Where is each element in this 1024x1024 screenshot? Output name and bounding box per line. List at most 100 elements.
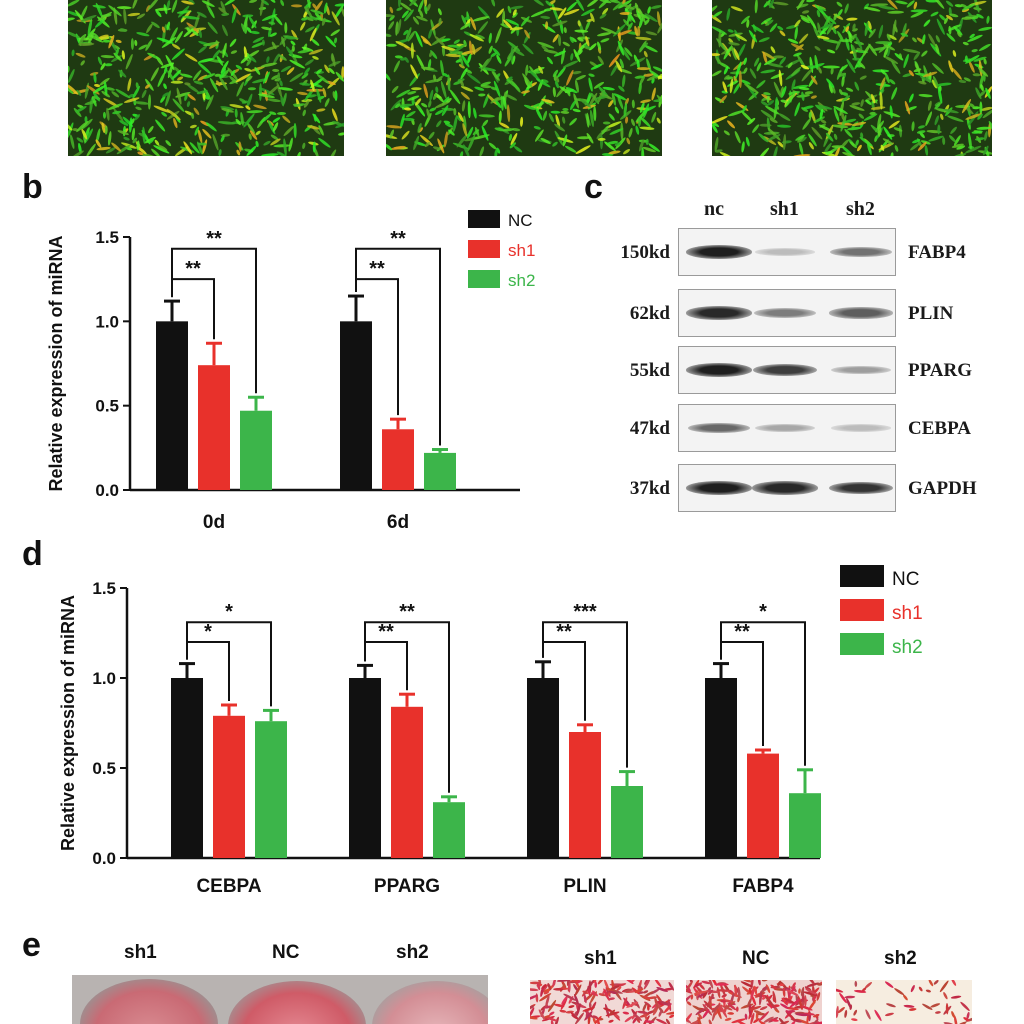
cell: [774, 97, 778, 110]
cell: [634, 75, 645, 79]
cell: [613, 93, 627, 101]
cell: [943, 17, 949, 25]
cell: [180, 73, 193, 78]
cell: [463, 144, 470, 156]
cell: [297, 49, 312, 54]
cell: [103, 81, 108, 96]
cell: [154, 139, 160, 146]
cell: [599, 13, 607, 19]
cell: [220, 106, 235, 111]
cell: [324, 98, 330, 107]
cell: [537, 41, 555, 49]
stained-cell: [716, 989, 731, 992]
cell: [276, 82, 282, 98]
cell: [556, 66, 566, 79]
cell: [521, 90, 530, 94]
stained-cell: [573, 994, 579, 1005]
cell: [522, 43, 534, 55]
stained-cell: [530, 1007, 535, 1017]
cell: [871, 93, 876, 104]
cell: [601, 125, 609, 135]
cell: [107, 103, 123, 111]
cell: [504, 55, 512, 67]
cell: [70, 134, 75, 149]
stained-cell: [643, 995, 651, 1000]
cell: [235, 64, 243, 70]
cell: [193, 107, 200, 116]
stained-cell: [712, 1006, 717, 1022]
band-nc: [686, 363, 752, 377]
cell: [316, 108, 326, 112]
stained-cell: [644, 980, 650, 985]
cell: [222, 42, 227, 59]
significance-bracket: [542, 621, 628, 768]
cell: [553, 50, 566, 57]
stained-cell: [539, 993, 552, 1002]
plate-label-sh1: sh1: [124, 942, 157, 963]
cell: [728, 42, 740, 46]
cell: [601, 89, 606, 98]
cell: [219, 68, 227, 79]
cell: [532, 0, 544, 6]
cell: [733, 82, 741, 94]
cell: [824, 142, 832, 154]
cell: [284, 22, 288, 34]
stained-cell: [582, 1007, 595, 1012]
cell: [924, 144, 929, 156]
cell: [620, 122, 624, 141]
cell: [246, 145, 257, 156]
cell: [888, 120, 900, 129]
stained-cell: [637, 1010, 648, 1014]
stained-cell: [608, 1009, 616, 1016]
cell: [562, 134, 568, 147]
cell: [923, 19, 931, 27]
cell: [538, 65, 544, 74]
cell: [756, 62, 762, 72]
cell: [639, 126, 655, 130]
cell: [166, 108, 181, 121]
cell: [602, 121, 611, 125]
cell: [270, 134, 279, 141]
oil-red-texture: [686, 980, 822, 1024]
stained-cell: [598, 993, 606, 997]
stained-cell: [759, 1006, 768, 1011]
cell: [240, 111, 244, 127]
cell: [847, 126, 862, 131]
cell: [657, 11, 661, 27]
cell: [403, 107, 412, 111]
culture-plates-photo: [72, 975, 488, 1024]
cell: [778, 113, 791, 121]
bar-sh2-pparg: [433, 802, 465, 858]
x-category-label: PLIN: [563, 876, 606, 897]
cell: [641, 147, 645, 156]
cell: [593, 105, 597, 122]
cell: [765, 19, 774, 26]
cell: [477, 21, 489, 34]
cell: [171, 0, 178, 13]
stained-cell: [626, 1001, 639, 1008]
stained-cell: [643, 980, 651, 990]
cell: [103, 98, 119, 108]
cell: [788, 91, 801, 95]
cell: [520, 116, 524, 127]
cell: [833, 105, 848, 115]
y-tick-label: 0.0: [92, 849, 116, 868]
cell: [749, 68, 757, 79]
cell: [197, 129, 203, 143]
cell: [566, 1, 578, 12]
cell: [656, 94, 662, 108]
cell: [197, 74, 208, 81]
legend-label-sh2: sh2: [892, 637, 923, 658]
cell: [886, 33, 891, 41]
stained-cell: [669, 1014, 674, 1018]
legend-label-sh1: sh1: [508, 241, 535, 260]
cell: [939, 14, 946, 21]
cell: [833, 133, 838, 140]
cell: [795, 134, 806, 141]
cell: [634, 25, 639, 37]
cell: [249, 30, 260, 35]
stained-cell: [686, 980, 693, 992]
cell: [236, 149, 241, 156]
cell: [855, 35, 863, 50]
cell: [116, 6, 132, 10]
